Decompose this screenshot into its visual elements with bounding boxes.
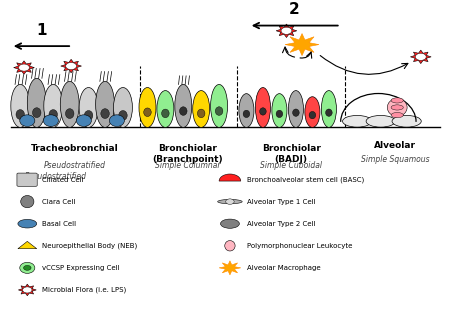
Ellipse shape bbox=[175, 84, 192, 128]
Text: Simple Columnar: Simple Columnar bbox=[155, 161, 220, 170]
Text: Alveolar Type 1 Cell: Alveolar Type 1 Cell bbox=[247, 199, 316, 204]
Ellipse shape bbox=[305, 97, 320, 128]
FancyBboxPatch shape bbox=[17, 173, 37, 186]
Text: Bronchoalveolar stem cell (BASC): Bronchoalveolar stem cell (BASC) bbox=[247, 176, 364, 183]
Circle shape bbox=[66, 62, 76, 70]
Text: Ciliated Cell: Ciliated Cell bbox=[42, 176, 84, 183]
Ellipse shape bbox=[276, 110, 283, 118]
Circle shape bbox=[281, 27, 292, 34]
Text: vCCSP Expressing Cell: vCCSP Expressing Cell bbox=[42, 265, 120, 271]
Text: Clara Cell: Clara Cell bbox=[42, 199, 76, 204]
Text: Pseudostratified: Pseudostratified bbox=[44, 161, 105, 170]
Ellipse shape bbox=[225, 241, 235, 251]
Ellipse shape bbox=[391, 105, 403, 110]
Ellipse shape bbox=[114, 88, 132, 128]
Polygon shape bbox=[410, 50, 431, 64]
Ellipse shape bbox=[157, 90, 174, 128]
Ellipse shape bbox=[391, 98, 403, 103]
Ellipse shape bbox=[60, 81, 79, 128]
Ellipse shape bbox=[387, 99, 407, 116]
Ellipse shape bbox=[44, 84, 63, 128]
Text: Pseudostratified: Pseudostratified bbox=[25, 172, 87, 181]
Text: Alveolar Macrophage: Alveolar Macrophage bbox=[247, 265, 320, 271]
Polygon shape bbox=[14, 61, 35, 74]
Ellipse shape bbox=[255, 88, 271, 128]
Text: Simple Squamous: Simple Squamous bbox=[361, 155, 429, 164]
Ellipse shape bbox=[272, 94, 287, 128]
Ellipse shape bbox=[180, 107, 187, 115]
Polygon shape bbox=[285, 33, 319, 56]
Polygon shape bbox=[61, 59, 82, 73]
Circle shape bbox=[24, 265, 31, 270]
Ellipse shape bbox=[326, 109, 332, 116]
Ellipse shape bbox=[210, 84, 228, 128]
Ellipse shape bbox=[16, 109, 25, 119]
Ellipse shape bbox=[392, 115, 421, 127]
Text: Polymorphonuclear Leukocyte: Polymorphonuclear Leukocyte bbox=[247, 243, 352, 249]
Text: 2: 2 bbox=[289, 2, 300, 17]
Ellipse shape bbox=[144, 108, 151, 117]
Ellipse shape bbox=[366, 115, 395, 127]
Ellipse shape bbox=[65, 109, 74, 118]
Ellipse shape bbox=[79, 88, 98, 128]
Ellipse shape bbox=[20, 115, 35, 127]
Polygon shape bbox=[18, 242, 36, 249]
Ellipse shape bbox=[391, 112, 403, 118]
Ellipse shape bbox=[226, 199, 234, 204]
Ellipse shape bbox=[288, 90, 303, 128]
Ellipse shape bbox=[43, 115, 58, 127]
Ellipse shape bbox=[220, 219, 239, 228]
Ellipse shape bbox=[11, 84, 30, 128]
Circle shape bbox=[415, 53, 426, 60]
Ellipse shape bbox=[33, 108, 41, 118]
Ellipse shape bbox=[343, 115, 372, 127]
Polygon shape bbox=[18, 284, 36, 296]
Ellipse shape bbox=[84, 110, 93, 120]
Ellipse shape bbox=[215, 107, 223, 115]
Ellipse shape bbox=[309, 111, 316, 119]
Circle shape bbox=[18, 64, 29, 71]
Ellipse shape bbox=[96, 81, 115, 128]
Polygon shape bbox=[219, 261, 241, 275]
Text: Tracheobronchial: Tracheobronchial bbox=[30, 144, 118, 153]
Text: Alveolar Type 2 Cell: Alveolar Type 2 Cell bbox=[247, 221, 315, 227]
Text: Bronchiolar
(BADJ): Bronchiolar (BADJ) bbox=[262, 144, 320, 164]
Text: Neuroepithelial Body (NEB): Neuroepithelial Body (NEB) bbox=[42, 242, 137, 249]
Ellipse shape bbox=[243, 110, 250, 118]
Ellipse shape bbox=[49, 109, 57, 119]
Ellipse shape bbox=[27, 78, 46, 128]
Polygon shape bbox=[276, 24, 297, 38]
Ellipse shape bbox=[76, 115, 91, 127]
Text: Simple Cuboidal: Simple Cuboidal bbox=[260, 161, 322, 170]
Text: Microbial Flora (i.e. LPS): Microbial Flora (i.e. LPS) bbox=[42, 287, 127, 293]
Ellipse shape bbox=[109, 115, 124, 127]
Text: Basal Cell: Basal Cell bbox=[42, 221, 76, 227]
Ellipse shape bbox=[218, 199, 242, 204]
Text: 1: 1 bbox=[36, 24, 47, 38]
Ellipse shape bbox=[162, 109, 169, 118]
Ellipse shape bbox=[321, 90, 337, 128]
Ellipse shape bbox=[260, 108, 266, 115]
Ellipse shape bbox=[197, 109, 205, 118]
Ellipse shape bbox=[292, 109, 299, 116]
Text: Bronchiolar
(Branchpoint): Bronchiolar (Branchpoint) bbox=[152, 144, 223, 164]
Ellipse shape bbox=[101, 109, 109, 118]
Ellipse shape bbox=[118, 110, 127, 120]
Ellipse shape bbox=[21, 195, 34, 208]
Ellipse shape bbox=[193, 90, 210, 128]
Circle shape bbox=[23, 287, 32, 293]
Ellipse shape bbox=[239, 94, 254, 128]
Ellipse shape bbox=[139, 88, 156, 128]
Text: Alveolar: Alveolar bbox=[374, 141, 416, 150]
Ellipse shape bbox=[20, 262, 35, 273]
Ellipse shape bbox=[18, 219, 36, 228]
Wedge shape bbox=[219, 174, 241, 181]
